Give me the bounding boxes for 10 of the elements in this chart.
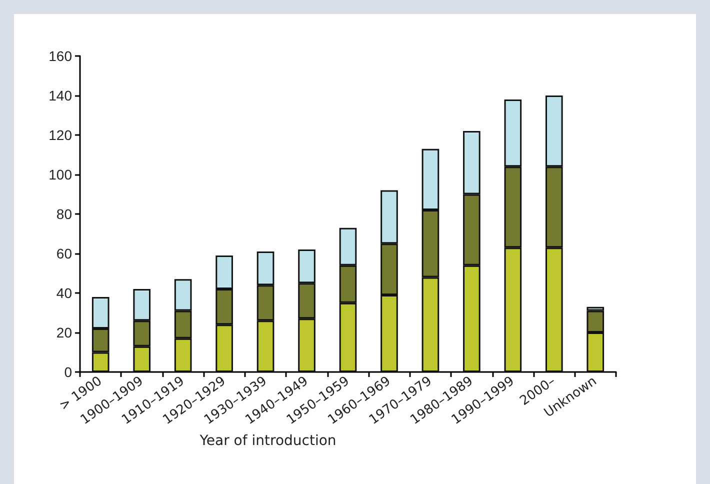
y-tick-label: 40: [56, 285, 72, 301]
y-tick-label: 160: [48, 48, 72, 64]
y-tick-label: 20: [56, 324, 72, 340]
x-axis-title: Year of introduction: [198, 433, 336, 449]
y-tick-label: 0: [64, 364, 72, 380]
y-tick-label: 120: [48, 127, 72, 143]
y-tick-label: 140: [48, 88, 72, 104]
y-tick-label: 100: [48, 166, 72, 182]
y-tick-label: 60: [56, 246, 72, 262]
y-tick-label: 80: [56, 206, 72, 222]
